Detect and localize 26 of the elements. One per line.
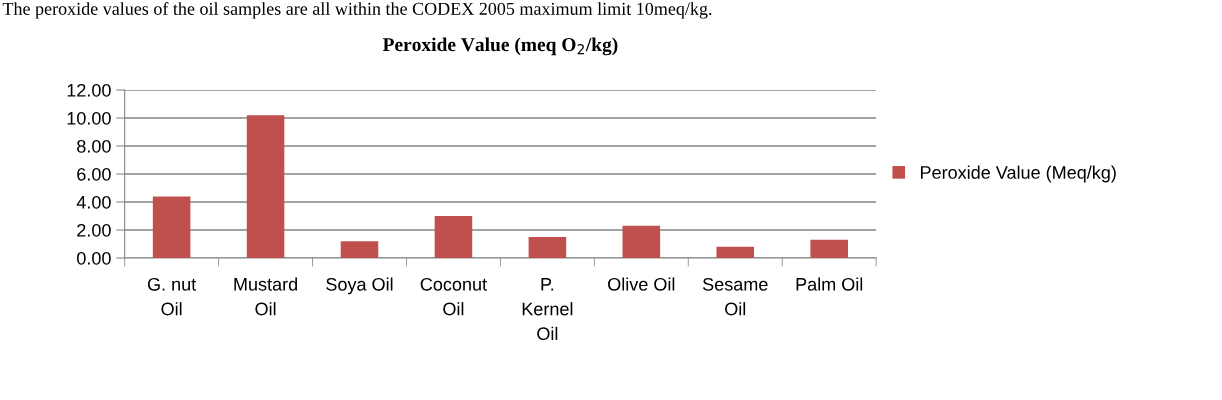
y-tick-label: 12.00 xyxy=(67,83,111,97)
legend-label: Peroxide Value (Meq/kg) xyxy=(920,165,1116,183)
x-tick-label: Coconut Oil xyxy=(420,277,487,316)
text: The peroxide values of the oil samples are all within the CODEX 2005 maximum limit 10meq/kg. xyxy=(2,2,712,19)
y-tick-label: 8.00 xyxy=(77,139,111,153)
x-tick-label: Sesame Oil xyxy=(702,277,768,316)
bar xyxy=(152,196,191,258)
y-tick-label: 6.00 xyxy=(77,167,111,181)
bar xyxy=(434,216,473,258)
y-tick-label: 10.00 xyxy=(67,111,111,125)
x-tick-label: Mustard Oil xyxy=(234,277,298,316)
x-tick-label: P. Kernel Oil xyxy=(522,278,573,341)
bar xyxy=(340,241,379,258)
x-tick-label: Olive Oil xyxy=(608,277,675,291)
bar xyxy=(810,239,848,258)
bar xyxy=(246,115,285,258)
chart-title: Peroxide Value (meq O$_{2}$/kg) xyxy=(382,37,618,56)
x-tick-label: Palm Oil xyxy=(796,277,863,291)
bar xyxy=(528,237,567,258)
y-tick-label: 0.00 xyxy=(77,251,111,265)
bar xyxy=(622,225,661,258)
y-tick-label: 2.00 xyxy=(77,223,111,237)
x-tick-label: Soya Oil xyxy=(326,277,393,295)
y-tick-label: 4.00 xyxy=(76,195,111,209)
x-tick-label: G. nut Oil xyxy=(147,277,197,316)
bar xyxy=(716,246,755,258)
